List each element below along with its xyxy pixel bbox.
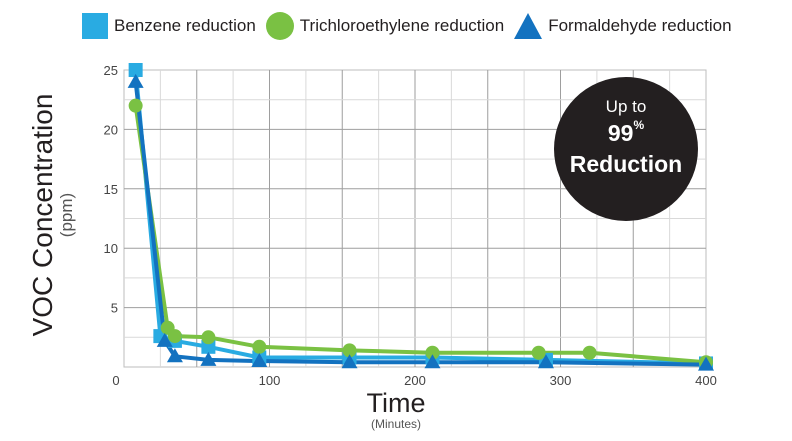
data-point-tce [425,345,440,360]
x-tick-label: 0 [112,373,119,388]
y-tick-label: 10 [104,241,118,256]
data-point-formaldehyde [200,351,217,366]
data-point-formaldehyde [424,354,441,369]
axis-ticks: 5 10 15 20 25 0 100 200 300 400 [104,63,717,388]
data-point-formaldehyde [127,73,144,88]
data-point-tce [128,98,143,113]
legend-label-benzene: Benzene reduction [114,16,256,35]
data-point-tce [531,345,546,360]
y-axis-title: VOC Concentration (ppm) [22,70,82,360]
legend-item-benzene: Benzene reduction [82,13,256,39]
y-axis-label: VOC Concentration [27,93,58,337]
y-axis-unit: (ppm) [57,192,76,238]
x-tick-label: 200 [404,373,426,388]
y-tick-label: 20 [104,122,118,137]
data-point-formaldehyde [341,354,358,369]
x-axis-label: Time [366,388,426,418]
triangle-marker-icon [514,13,543,39]
badge-line-2: 99% [554,118,698,147]
series [127,63,714,371]
x-tick-label: 300 [550,373,572,388]
x-axis-unit: (Minutes) [370,417,421,431]
x-axis-title: Time (Minutes) [316,388,476,430]
badge-line-3: Reduction [569,151,683,177]
data-point-tce [201,330,216,345]
badge-percent-sign: % [633,118,645,132]
data-point-formaldehyde [537,354,554,369]
data-point-benzene [128,63,143,77]
x-tick-label: 400 [695,373,717,388]
data-point-formaldehyde [698,356,714,371]
reduction-badge: Up to 99% Reduction [554,77,698,221]
legend-label-tce: Trichloroethylene reduction [299,16,505,35]
legend-item-tce: Trichloroethylene reduction [265,12,505,40]
y-tick-label: 25 [104,63,118,78]
y-tick-label: 15 [104,182,118,197]
legend-label-formaldehyde: Formaldehyde reduction [548,16,732,35]
data-point-tce [167,329,182,344]
square-marker-icon [82,13,108,39]
data-point-tce [252,339,267,354]
circle-marker-icon [265,12,294,40]
legend-item-formaldehyde: Formaldehyde reduction [514,13,732,39]
data-point-tce [582,345,597,360]
y-tick-label: 5 [111,301,118,316]
legend: Benzene reduction Trichloroethylene redu… [82,12,742,40]
badge-percent-value: 99 [607,120,634,146]
data-point-formaldehyde [166,348,183,363]
data-point-formaldehyde [251,353,268,368]
x-tick-label: 100 [259,373,281,388]
data-point-formaldehyde [156,332,173,347]
data-point-tce [342,343,357,358]
badge-line-1: Up to [605,97,647,116]
